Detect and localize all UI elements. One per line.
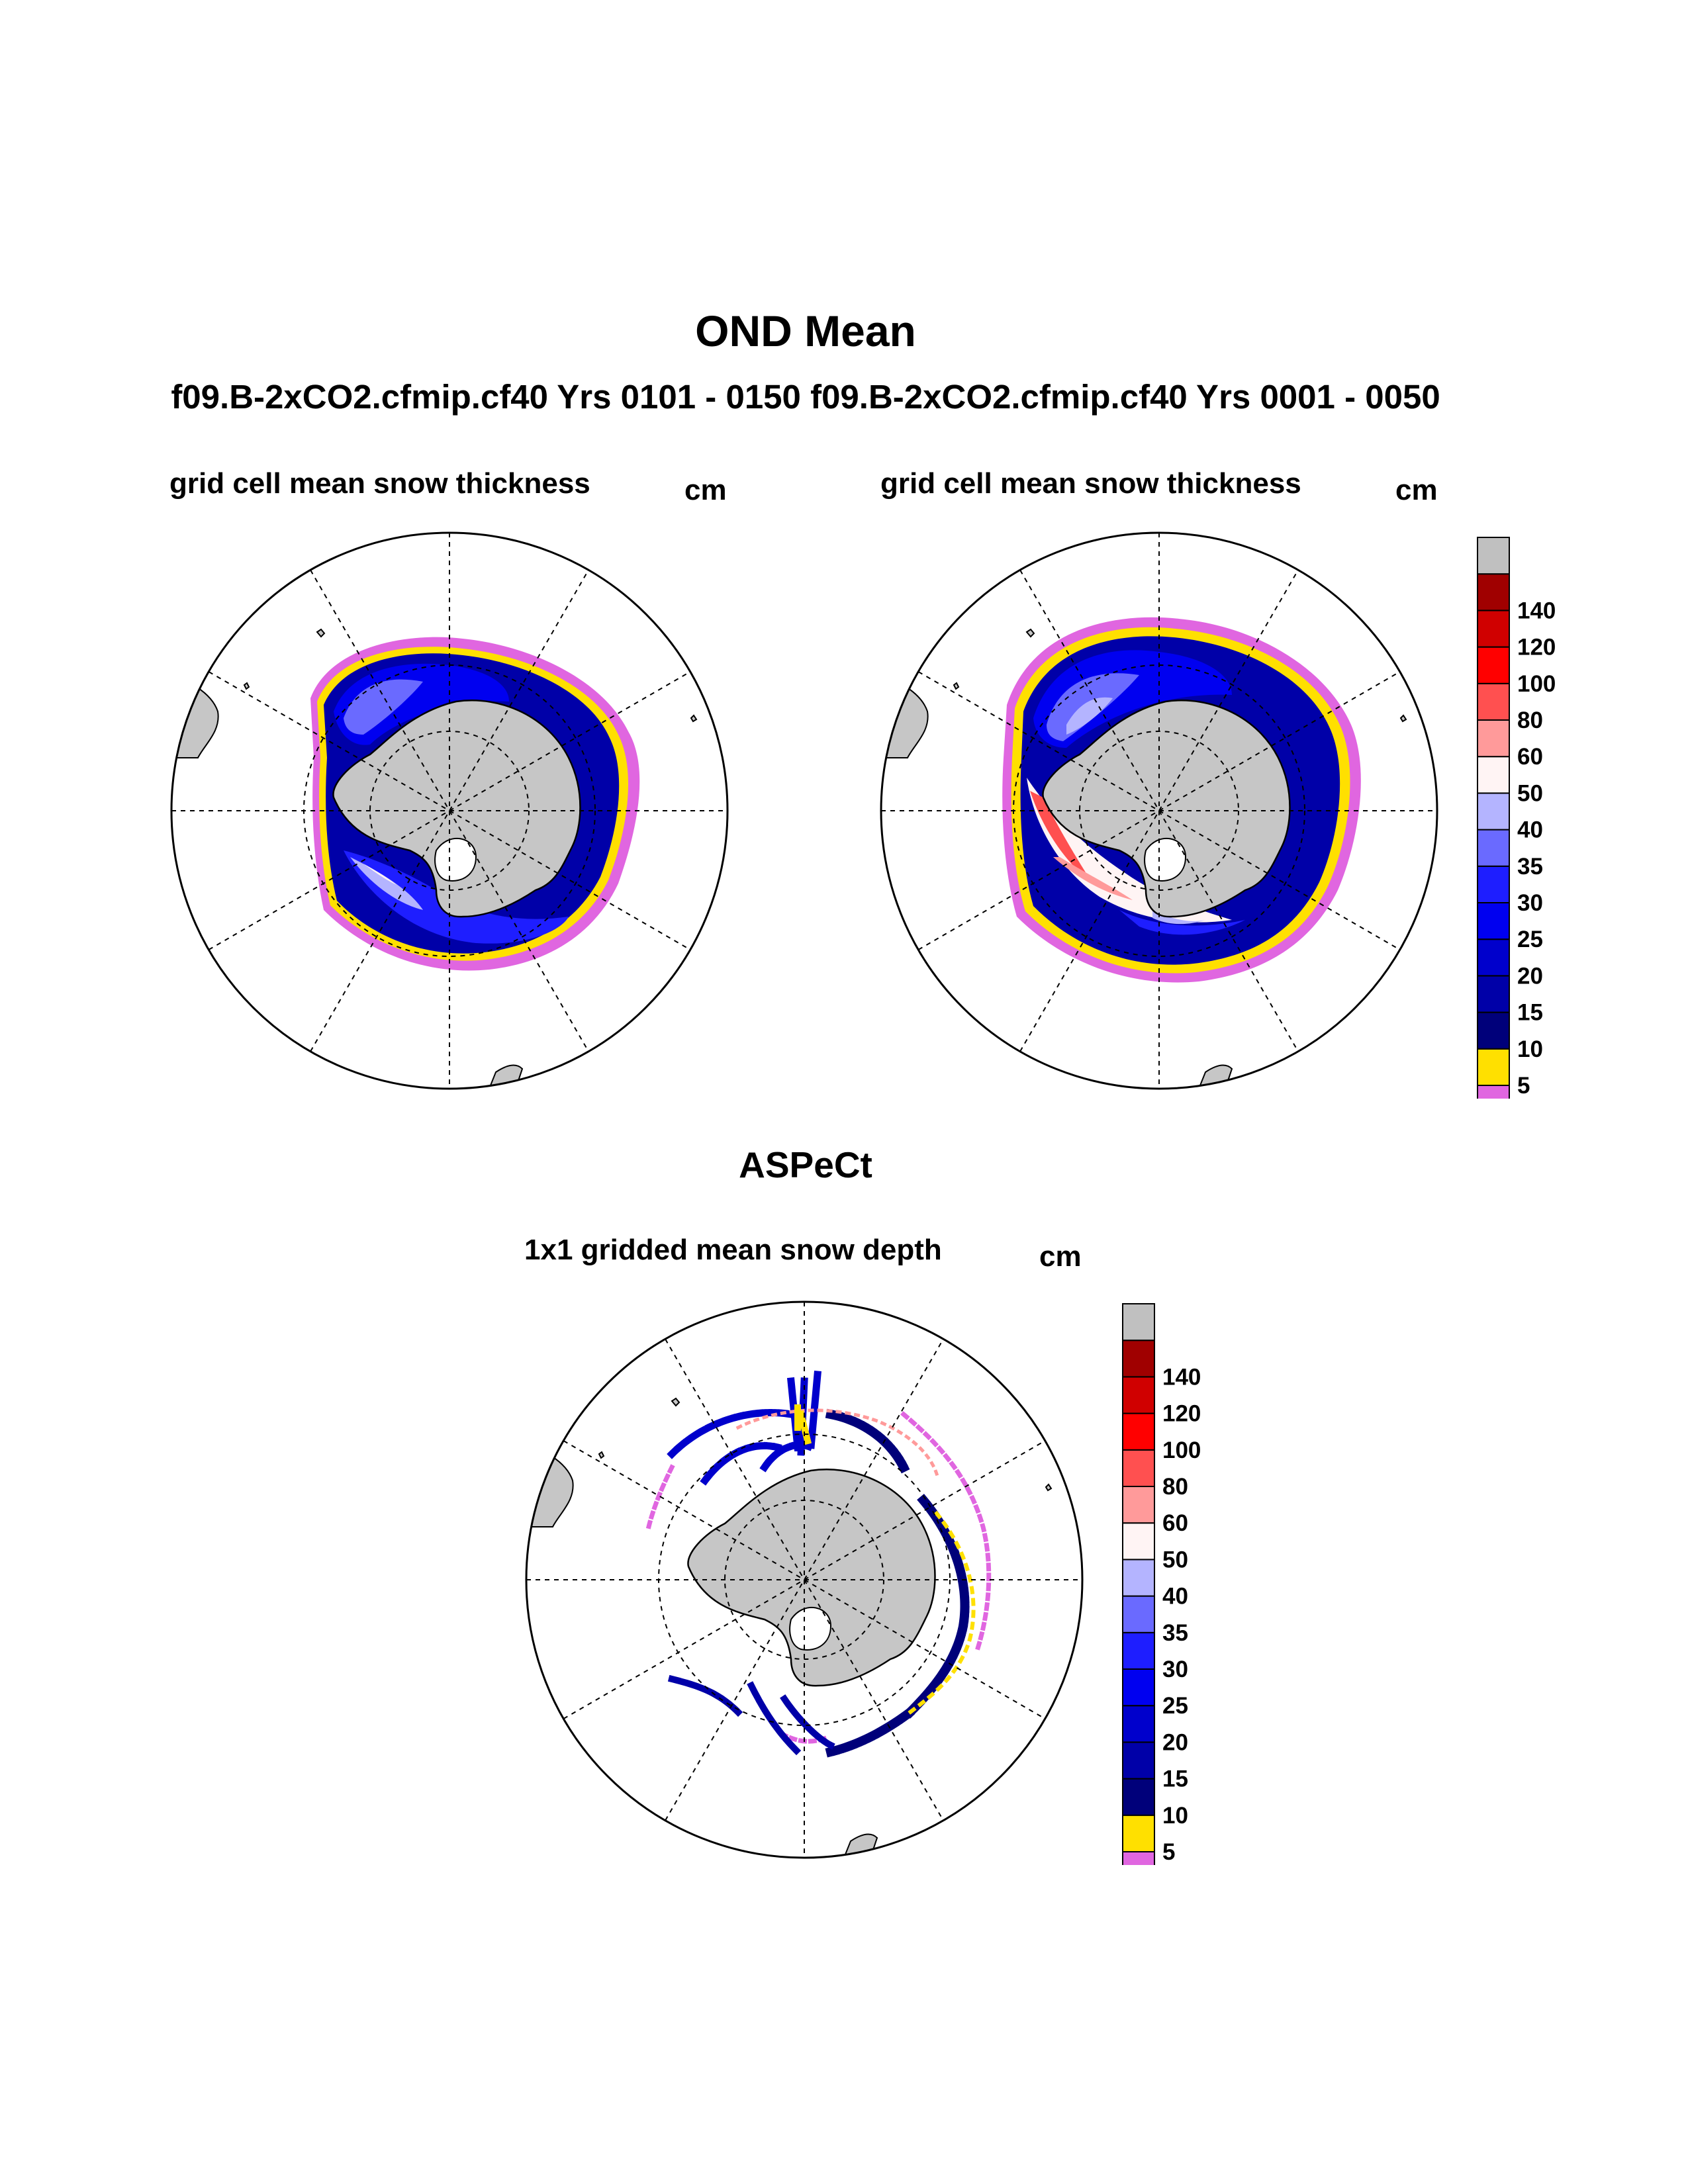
colorbar-label: 40 bbox=[1517, 817, 1543, 843]
bottom-panel-units: cm bbox=[1039, 1240, 1082, 1273]
top-colorbar: 5 10 15 20 25 30 35 40 50 60 80 100 120 140 bbox=[1477, 537, 1556, 1099]
colorbar-swatch bbox=[1477, 975, 1510, 1013]
colorbar-label: 35 bbox=[1517, 854, 1543, 880]
bottom-map-border bbox=[525, 1300, 1084, 1859]
colorbar-label: 25 bbox=[1517, 927, 1543, 952]
colorbar-swatch bbox=[1122, 1595, 1155, 1633]
right-south-america-landmass bbox=[881, 674, 929, 758]
colorbar-label: 50 bbox=[1517, 780, 1543, 806]
colorbar-swatch bbox=[1477, 719, 1510, 758]
right-graticule bbox=[881, 533, 1437, 1089]
colorbar-label: 5 bbox=[1517, 1073, 1530, 1099]
left-panel-title: grid cell mean snow thickness bbox=[169, 467, 590, 500]
colorbar-label: 30 bbox=[1517, 890, 1543, 916]
bottom-panel-title: 1x1 gridded mean snow depth bbox=[524, 1234, 942, 1266]
colorbar-label: 20 bbox=[1517, 963, 1543, 989]
colorbar-label: 40 bbox=[1162, 1584, 1188, 1610]
colorbar-swatch bbox=[1477, 902, 1510, 940]
colorbar-label: 140 bbox=[1517, 598, 1556, 623]
right-panel-units: cm bbox=[1395, 474, 1438, 506]
colorbar-label: 5 bbox=[1162, 1839, 1175, 1865]
colorbar-label: 100 bbox=[1162, 1437, 1201, 1463]
colorbar-swatch bbox=[1122, 1412, 1155, 1451]
colorbar-swatch bbox=[1477, 756, 1510, 794]
colorbar-label: 80 bbox=[1162, 1474, 1188, 1500]
bottom-graticule bbox=[526, 1302, 1082, 1858]
bottom-colorbar: 5 10 15 20 25 30 35 40 50 60 80 100 120 140 bbox=[1122, 1303, 1201, 1865]
colorbar-swatch bbox=[1122, 1741, 1155, 1780]
colorbar-swatch bbox=[1122, 1340, 1155, 1378]
colorbar-swatch bbox=[1122, 1376, 1155, 1414]
left-antarctica-landmass bbox=[332, 700, 581, 918]
colorbar-label: 15 bbox=[1162, 1766, 1188, 1792]
colorbar-swatch bbox=[1477, 938, 1510, 977]
colorbar-swatch bbox=[1122, 1668, 1155, 1707]
left-south-america-landmass bbox=[171, 674, 219, 758]
colorbar-swatch bbox=[1477, 610, 1510, 648]
colorbar-label: 10 bbox=[1517, 1036, 1543, 1062]
colorbar-label: 15 bbox=[1517, 1000, 1543, 1026]
colorbar-swatch bbox=[1122, 1851, 1155, 1865]
colorbar-label: 10 bbox=[1162, 1803, 1188, 1829]
colorbar-label: 20 bbox=[1162, 1729, 1188, 1755]
left-graticule bbox=[171, 533, 727, 1089]
right-antarctica-landmass bbox=[1042, 700, 1291, 918]
colorbar-label: 60 bbox=[1517, 744, 1543, 770]
colorbar-label: 140 bbox=[1162, 1364, 1201, 1390]
colorbar-label: 100 bbox=[1517, 671, 1556, 697]
colorbar-label: 30 bbox=[1162, 1657, 1188, 1682]
colorbar-swatch bbox=[1477, 792, 1510, 831]
right-panel-title: grid cell mean snow thickness bbox=[880, 467, 1301, 500]
colorbar-swatch bbox=[1122, 1486, 1155, 1524]
colorbar-label: 120 bbox=[1517, 635, 1556, 660]
right-map-border bbox=[880, 531, 1438, 1090]
left-map-border bbox=[170, 531, 729, 1090]
colorbar-swatch bbox=[1477, 573, 1510, 612]
figure-subtitle: f09.B-2xCO2.cfmip.cf40 Yrs 0101 - 0150 f… bbox=[171, 378, 1440, 416]
left-panel-units: cm bbox=[684, 474, 727, 506]
colorbar-swatch bbox=[1477, 1011, 1510, 1050]
colorbar-swatch bbox=[1122, 1522, 1155, 1561]
colorbar-label: 50 bbox=[1162, 1547, 1188, 1572]
colorbar-label: 60 bbox=[1162, 1510, 1188, 1536]
bottom-south-america-landmass bbox=[526, 1443, 574, 1527]
colorbar-label: 80 bbox=[1517, 707, 1543, 733]
colorbar-swatch bbox=[1477, 865, 1510, 903]
colorbar-swatch bbox=[1122, 1559, 1155, 1597]
figure-title: OND Mean bbox=[695, 306, 916, 355]
left-polar-map bbox=[170, 531, 729, 1090]
colorbar-label: 35 bbox=[1162, 1620, 1188, 1646]
colorbar-swatch bbox=[1122, 1814, 1155, 1852]
colorbar-label: 120 bbox=[1162, 1401, 1201, 1427]
colorbar-swatch bbox=[1477, 829, 1510, 867]
bottom-polar-map bbox=[525, 1300, 1084, 1859]
colorbar-swatch bbox=[1477, 682, 1510, 721]
bottom-antarctica-landmass bbox=[687, 1469, 936, 1687]
colorbar-swatch bbox=[1477, 1085, 1510, 1099]
colorbar-swatch bbox=[1477, 1048, 1510, 1086]
colorbar-swatch bbox=[1122, 1303, 1155, 1342]
colorbar-swatch bbox=[1122, 1705, 1155, 1743]
colorbar-swatch bbox=[1122, 1631, 1155, 1670]
colorbar-swatch bbox=[1477, 537, 1510, 575]
colorbar-swatch bbox=[1122, 1449, 1155, 1488]
right-polar-map bbox=[880, 531, 1438, 1090]
aspect-section-title: ASPeCt bbox=[739, 1144, 872, 1185]
colorbar-swatch bbox=[1477, 646, 1510, 684]
colorbar-label: 25 bbox=[1162, 1693, 1188, 1719]
colorbar-swatch bbox=[1122, 1778, 1155, 1816]
